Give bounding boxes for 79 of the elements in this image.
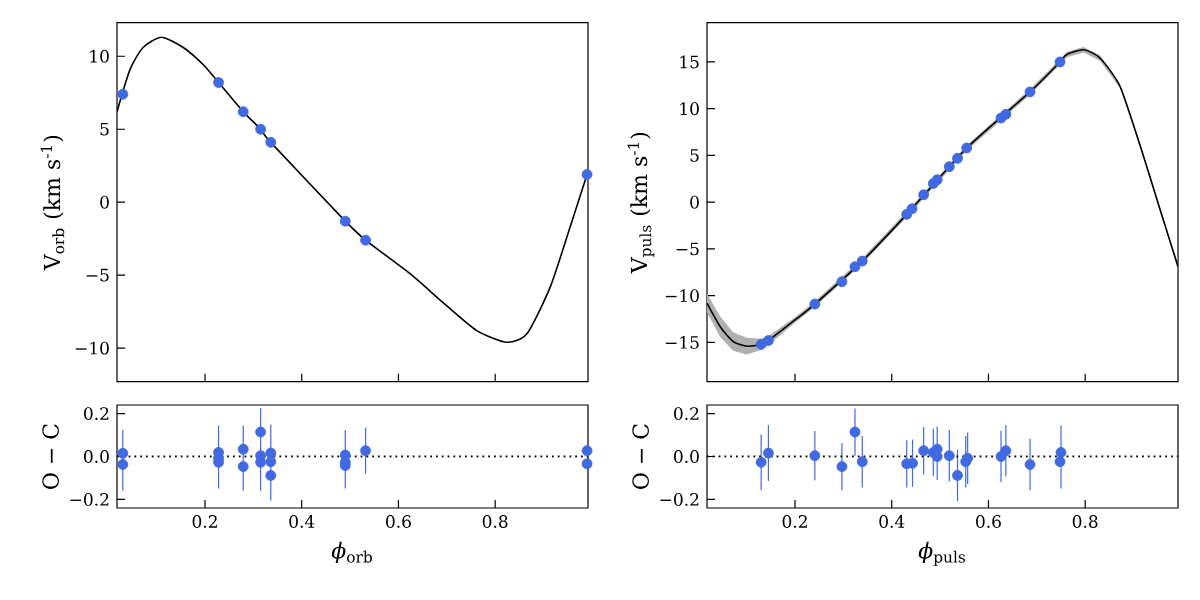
- point: [213, 77, 224, 88]
- point: [931, 451, 943, 462]
- y-tick-label: 15: [680, 55, 699, 69]
- point: [237, 443, 249, 455]
- y-tick-label: 0.2: [84, 407, 109, 421]
- point: [1024, 459, 1036, 470]
- y-tick-label: −0.2: [660, 493, 699, 506]
- x-tick-label: 0.4: [879, 515, 905, 528]
- point: [856, 255, 868, 267]
- point: [1054, 456, 1066, 468]
- point: [1055, 447, 1067, 458]
- point: [809, 450, 821, 462]
- point: [943, 450, 955, 462]
- x-tick-label: 0.6: [386, 515, 411, 528]
- point: [1000, 108, 1012, 120]
- point: [809, 298, 821, 310]
- y-axis-title: V$_{orb}$ (km s$^{-1}$): [40, 135, 65, 271]
- point: [339, 215, 351, 227]
- point: [849, 426, 861, 438]
- y-tick-label: −10: [75, 341, 109, 355]
- x-tick-label: 0.8: [482, 515, 508, 528]
- point: [918, 189, 930, 201]
- point: [849, 261, 861, 273]
- y-tick-label: 10: [680, 102, 699, 116]
- y-tick-label: 5: [100, 122, 109, 136]
- point: [836, 276, 848, 288]
- point: [763, 335, 774, 346]
- point: [360, 234, 371, 246]
- y-tick-label: 0: [100, 195, 109, 209]
- point: [952, 469, 963, 481]
- point: [1024, 86, 1036, 98]
- x-tick-label: 0.4: [289, 515, 315, 528]
- y-tick-label: −15: [665, 336, 699, 349]
- x-axis-title: ϕ$_{orb}$: [331, 541, 372, 563]
- point: [255, 426, 267, 438]
- point: [581, 458, 593, 470]
- point: [581, 445, 593, 457]
- point: [962, 452, 974, 464]
- point: [755, 456, 767, 468]
- point: [1054, 56, 1066, 68]
- point: [255, 123, 267, 135]
- point: [931, 174, 943, 186]
- y-axis-title: V$_{puls}$ (km s$^{-1}$): [627, 132, 655, 274]
- point: [265, 469, 277, 481]
- y-tick-label: 0.2: [674, 407, 699, 421]
- x-tick-label: 0.6: [976, 515, 1001, 528]
- x-tick-label: 0.2: [192, 515, 217, 528]
- point: [943, 161, 955, 173]
- x-tick-label: 0.2: [782, 515, 807, 528]
- point: [1000, 445, 1012, 457]
- y-tick-label: −5: [86, 268, 109, 282]
- y-tick-label: −0.2: [70, 493, 109, 506]
- point: [918, 445, 930, 457]
- point: [117, 88, 129, 100]
- point: [360, 445, 371, 457]
- point: [906, 203, 918, 215]
- point: [117, 447, 129, 459]
- y-axis-title: O − C: [632, 424, 649, 489]
- y-tick-label: −10: [665, 289, 699, 303]
- point: [237, 461, 249, 472]
- point: [856, 456, 868, 468]
- point: [237, 106, 249, 118]
- point: [836, 461, 848, 472]
- point: [961, 142, 973, 154]
- y-tick-label: 0.0: [84, 450, 109, 463]
- point: [581, 169, 593, 180]
- y-tick-label: 0.0: [674, 450, 699, 463]
- y-tick-label: 5: [690, 149, 699, 162]
- point: [265, 136, 277, 148]
- y-axis-title: O − C: [42, 424, 59, 489]
- point: [117, 459, 129, 470]
- point: [265, 456, 277, 468]
- point: [952, 152, 963, 164]
- x-tick-label: 0.8: [1072, 515, 1098, 528]
- y-tick-label: 10: [90, 49, 109, 63]
- y-tick-label: 0: [690, 195, 699, 209]
- x-axis-title: ϕ$_{puls}$: [918, 541, 966, 566]
- y-tick-label: −5: [676, 242, 699, 256]
- point: [763, 447, 774, 459]
